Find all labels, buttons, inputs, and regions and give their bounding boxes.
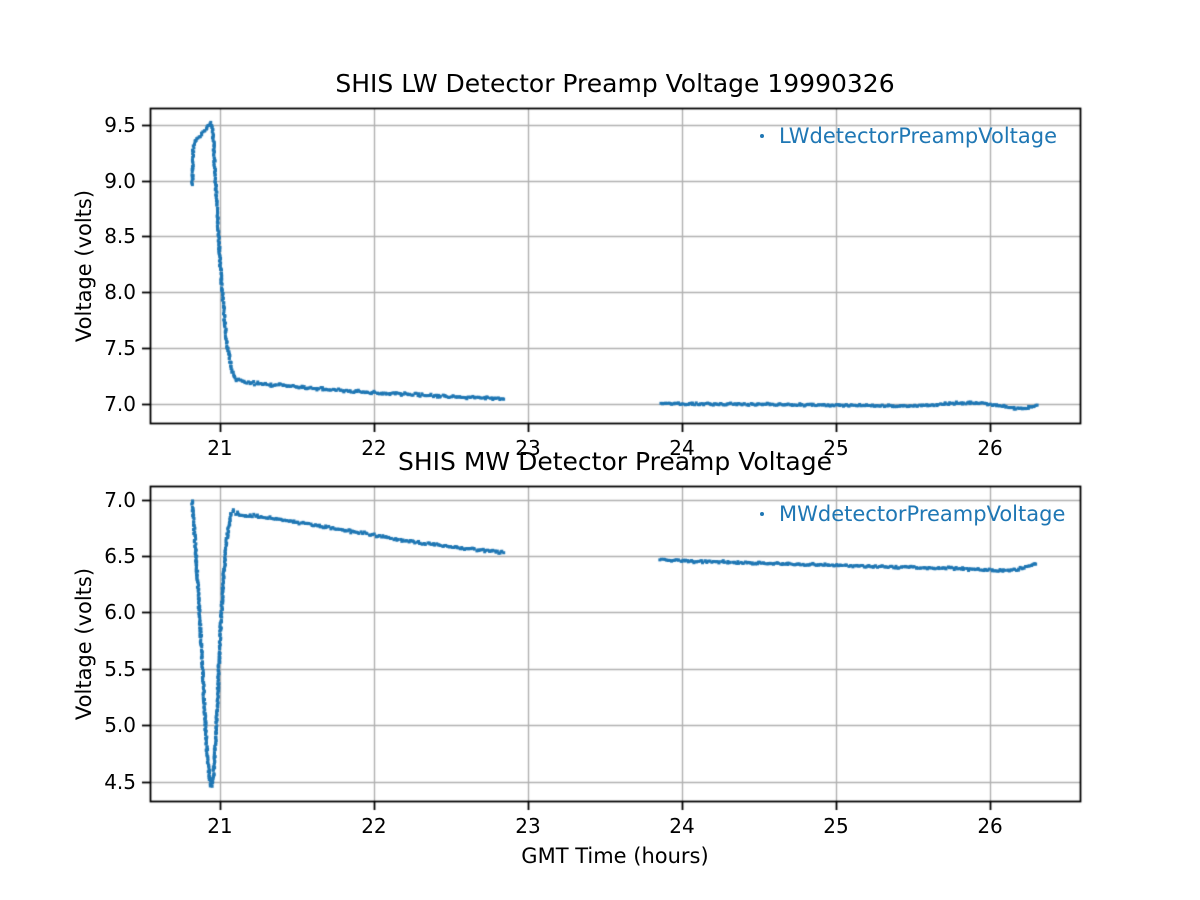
x-tick-label: 26 bbox=[977, 436, 1003, 460]
y-tick-label: 6.0 bbox=[104, 600, 136, 625]
chart2-legend-label: MWdetectorPreampVoltage bbox=[779, 502, 1066, 526]
y-tick-label: 5.5 bbox=[104, 656, 136, 681]
chart1-legend: LWdetectorPreampVoltage bbox=[760, 125, 1057, 147]
y-tick-label: 9.0 bbox=[104, 168, 136, 193]
x-tick-label: 24 bbox=[669, 436, 695, 460]
x-tick-label: 22 bbox=[361, 436, 387, 460]
y-tick-label: 7.0 bbox=[104, 392, 136, 416]
y-tick-label: 8.0 bbox=[104, 280, 136, 305]
x-tick-label: 25 bbox=[823, 436, 849, 460]
y-tick-label: 7.5 bbox=[104, 336, 136, 361]
legend-point-marker-icon bbox=[760, 134, 764, 138]
x-tick-label: 22 bbox=[361, 814, 387, 838]
y-tick-label: 8.5 bbox=[104, 224, 136, 249]
y-tick-label: 4.5 bbox=[104, 769, 136, 794]
chart2-y-axis-label: Voltage (volts) bbox=[72, 567, 96, 720]
legend-point-marker-icon bbox=[760, 512, 764, 516]
chart1-title: SHIS LW Detector Preamp Voltage 19990326 bbox=[335, 69, 895, 98]
x-tick-label: 21 bbox=[207, 436, 233, 460]
chart2-legend: MWdetectorPreampVoltage bbox=[760, 503, 1065, 525]
x-tick-label: 21 bbox=[207, 814, 233, 838]
chart1-legend-label: LWdetectorPreampVoltage bbox=[779, 124, 1058, 148]
x-tick-label: 23 bbox=[515, 436, 541, 460]
x-tick-label: 23 bbox=[515, 814, 541, 838]
y-tick-label: 7.0 bbox=[104, 487, 136, 512]
x-tick-label: 25 bbox=[823, 814, 849, 838]
chart2-title: SHIS MW Detector Preamp Voltage bbox=[398, 447, 832, 476]
y-tick-label: 9.5 bbox=[104, 112, 136, 137]
chart1-y-axis-label: Voltage (volts) bbox=[72, 189, 96, 342]
x-tick-label: 24 bbox=[669, 814, 695, 838]
y-tick-label: 5.0 bbox=[104, 713, 136, 738]
chart2-x-axis-label: GMT Time (hours) bbox=[521, 844, 709, 868]
y-tick-label: 6.5 bbox=[104, 544, 136, 568]
x-tick-label: 26 bbox=[977, 814, 1003, 838]
